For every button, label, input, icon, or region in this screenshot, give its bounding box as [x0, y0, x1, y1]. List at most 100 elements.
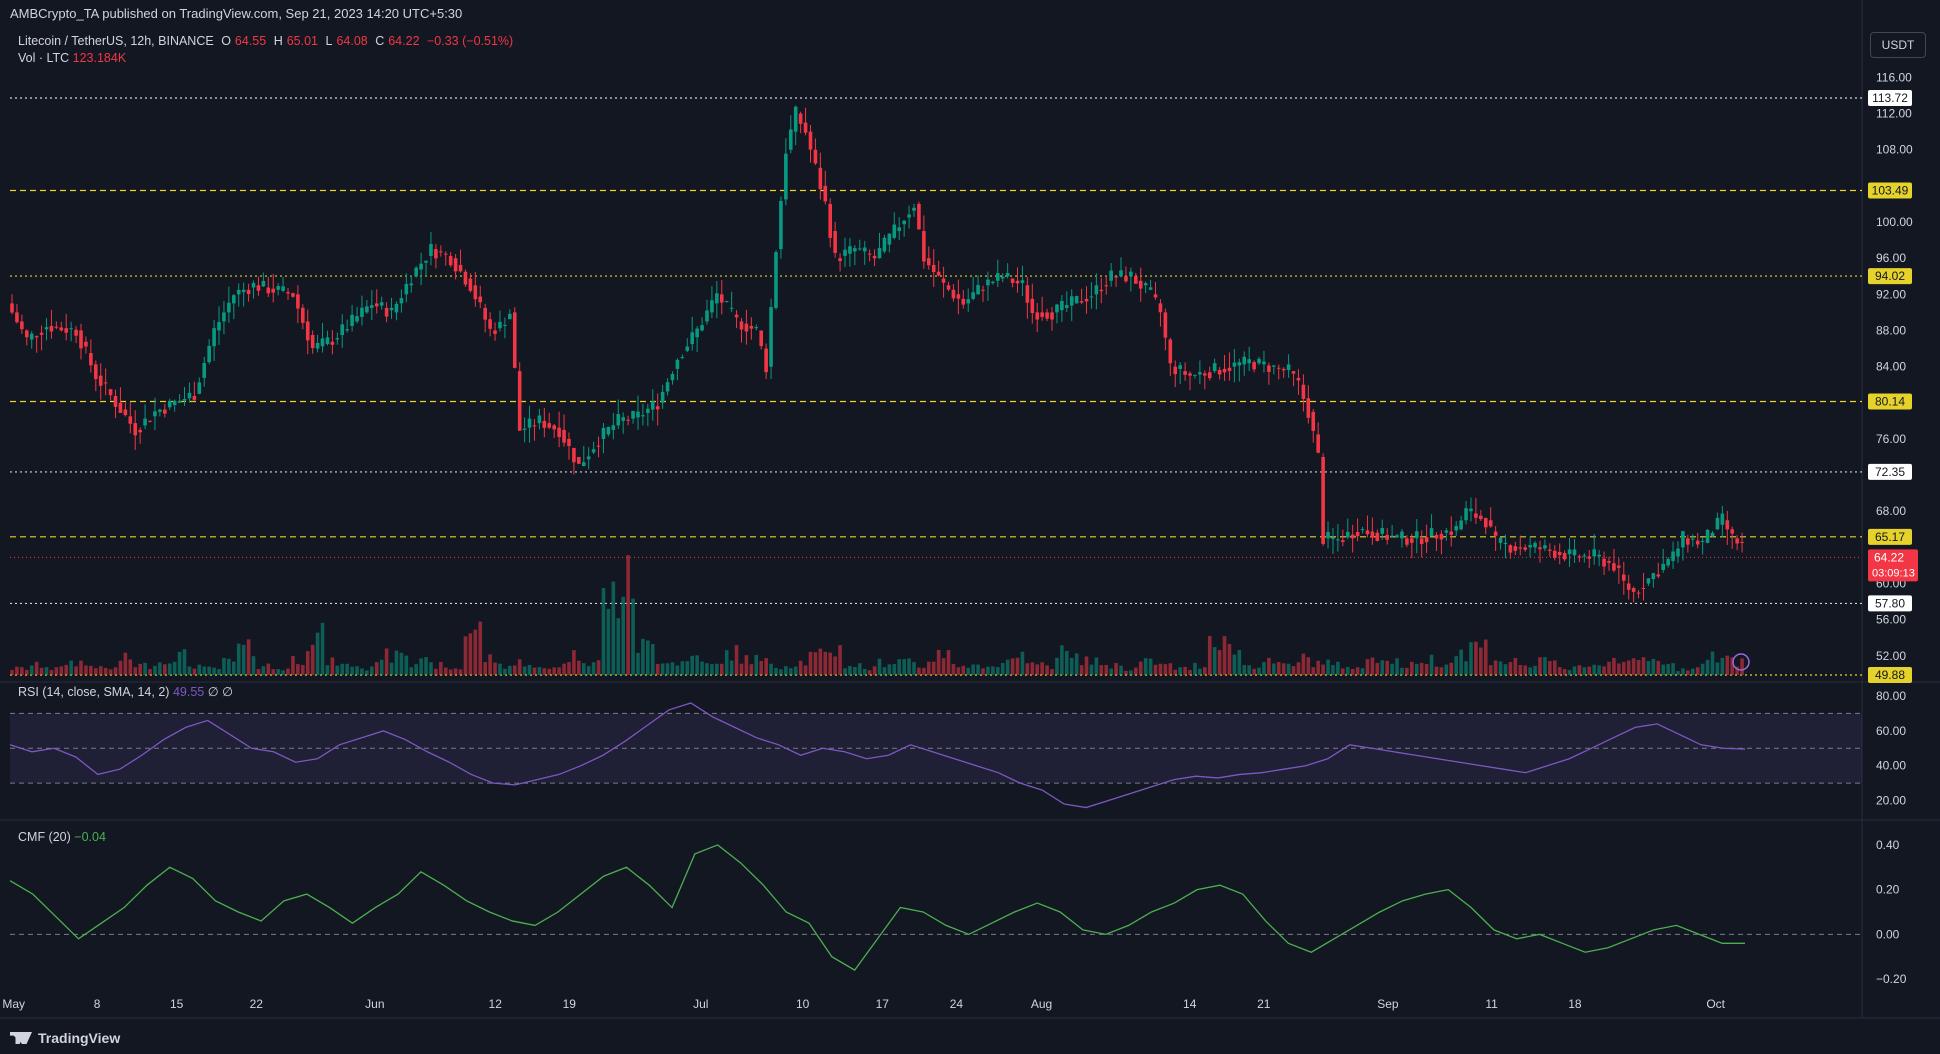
candle [1390, 535, 1394, 537]
volume-bar [1050, 669, 1054, 675]
close-label: C [375, 34, 385, 48]
volume-bar [1010, 658, 1015, 675]
candle [1345, 531, 1350, 538]
volume-bar [1464, 661, 1468, 675]
volume-bar [986, 666, 990, 675]
candle [340, 324, 345, 335]
candle [1360, 529, 1365, 531]
volume-bar [1365, 659, 1370, 675]
volume-bar [1183, 666, 1187, 675]
volume-bar [10, 669, 14, 675]
candle [1597, 554, 1601, 557]
candle [1410, 538, 1414, 543]
volume-bar [236, 643, 241, 675]
footer-brand[interactable]: TradingView [10, 1030, 120, 1046]
cmf-legend: CMF (20) −0.04 [18, 830, 106, 844]
candle [197, 382, 202, 394]
candle [828, 203, 833, 238]
volume-bar [305, 651, 310, 675]
volume-bar [429, 662, 433, 675]
symbol-title[interactable]: Litecoin / TetherUS, 12h, BINANCE [18, 34, 214, 48]
volume-bar [537, 667, 542, 675]
volume-bar [488, 654, 492, 675]
volume-bar [69, 660, 73, 675]
candle [695, 328, 699, 338]
volume-bar [118, 660, 123, 675]
volume-bar [232, 661, 236, 675]
close-value: 64.22 [388, 34, 420, 48]
candle [217, 322, 221, 331]
candle [848, 246, 852, 254]
volume-bar [749, 664, 754, 675]
volume-bar [138, 663, 142, 675]
volume-bar [562, 663, 566, 675]
candle [222, 312, 226, 322]
candle [1203, 373, 1207, 376]
candle [1493, 531, 1498, 536]
candle [1183, 371, 1187, 375]
candle [1607, 560, 1611, 563]
candle [325, 337, 330, 345]
volume-bar [360, 668, 364, 675]
level-tag [1868, 268, 1912, 285]
volume-bar [325, 665, 330, 675]
date-tick-label: 14 [1183, 997, 1197, 1011]
volume-bar [951, 663, 956, 675]
currency-button[interactable]: USDT [1870, 32, 1926, 58]
candle [236, 289, 241, 295]
volume-bar [695, 655, 699, 675]
date-tick-label: 21 [1257, 997, 1271, 1011]
volume-bar [1138, 661, 1143, 675]
candle [64, 328, 69, 333]
candle [1666, 558, 1670, 566]
volume-bar [493, 662, 497, 675]
candle [291, 293, 295, 297]
candle [483, 307, 487, 320]
candle [29, 333, 34, 340]
volume-bar [39, 667, 44, 675]
volume-bar [1281, 663, 1286, 675]
volume-bar [330, 657, 335, 675]
volume-bar [1055, 657, 1059, 675]
volume-bar [1341, 668, 1345, 675]
candle [764, 348, 768, 373]
candle [1341, 540, 1345, 542]
volume-bar [1424, 664, 1429, 675]
candle [823, 185, 828, 202]
date-tick-label: 22 [250, 997, 264, 1011]
candle [439, 251, 443, 253]
volume-bar [660, 663, 665, 675]
volume-bar [1528, 667, 1532, 675]
volume-bar [1207, 635, 1212, 675]
price-tick-label: 92.00 [1876, 287, 1906, 301]
volume-bar [995, 667, 1000, 675]
candle [1237, 362, 1242, 366]
candle [1631, 588, 1636, 592]
volume-bar [1301, 653, 1306, 675]
volume-bar [355, 666, 359, 675]
volume-bar [113, 667, 118, 675]
volume-bar [1178, 667, 1182, 675]
volume-bar [1084, 656, 1089, 675]
candle [1252, 362, 1256, 370]
volume-bar [192, 668, 197, 675]
candle [49, 325, 54, 332]
volume-bar [414, 664, 418, 675]
volume-bar [301, 664, 305, 675]
candle [710, 300, 714, 313]
volume-bar [710, 664, 714, 675]
candle [172, 400, 177, 406]
volume-bar [1661, 664, 1666, 675]
volume-bar [1306, 657, 1311, 675]
candle [93, 364, 98, 380]
volume-bar [1671, 663, 1675, 675]
volume-bar [1735, 666, 1739, 675]
candle [542, 420, 547, 428]
candle [1257, 358, 1261, 364]
candle [443, 253, 448, 255]
candle [1178, 365, 1182, 369]
candle [833, 231, 837, 253]
volume-bar [1390, 663, 1394, 675]
volume-bar [1257, 667, 1261, 675]
